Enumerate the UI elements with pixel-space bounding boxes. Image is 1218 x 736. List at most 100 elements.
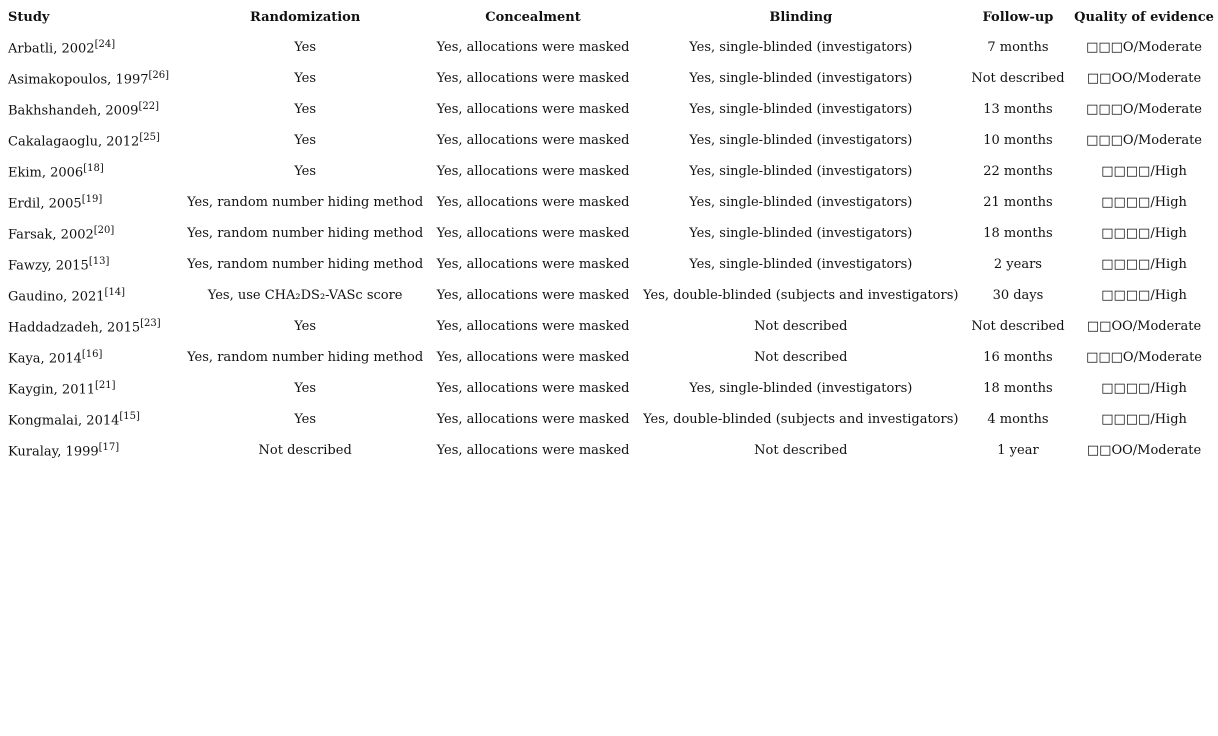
cell-quality: □□□□/High <box>1101 257 1187 272</box>
cell-blinding: Not described <box>754 443 848 458</box>
cell-study: Kaya, 2014[16] <box>0 342 180 373</box>
cell-quality: □□□O/Moderate <box>1086 40 1202 55</box>
header-quality: Quality of evidence <box>1074 9 1214 25</box>
table-row: Kaygin, 2011[21] Yes Yes, allocations were… <box>0 373 1218 404</box>
cell-concealment: Yes, allocations were masked <box>436 412 630 427</box>
cell-study: Bakhshandeh, 2009[22] <box>0 94 180 125</box>
cell-follow-up: 13 months <box>983 102 1053 117</box>
cell-randomization: Yes, use CHA₂DS₂-VASc score <box>207 288 403 303</box>
study-name: Kaya, 2014 <box>8 351 82 367</box>
study-name: Kongmalai, 2014 <box>8 413 120 429</box>
reference-link[interactable]: [26] <box>148 69 170 81</box>
cell-randomization: Yes <box>294 40 317 55</box>
cell-blinding: Yes, single-blinded (investigators) <box>689 257 913 272</box>
cell-quality: □□□O/Moderate <box>1086 350 1202 365</box>
header-concealment: Concealment <box>485 9 581 25</box>
cell-randomization: Yes, random number hiding method <box>187 257 424 272</box>
header-study: Study <box>8 9 50 25</box>
cell-randomization: Yes <box>294 381 317 396</box>
cell-quality: □□□O/Moderate <box>1086 102 1202 117</box>
cell-follow-up: 30 days <box>992 288 1044 303</box>
cell-study: Haddadzadeh, 2015[23] <box>0 311 180 342</box>
table-row: Kaya, 2014[16] Yes, random number hiding … <box>0 342 1218 373</box>
cell-blinding: Yes, single-blinded (investigators) <box>689 164 913 179</box>
cell-quality: □□□O/Moderate <box>1086 133 1202 148</box>
study-name: Gaudino, 2021 <box>8 289 105 305</box>
cell-study: Erdil, 2005[19] <box>0 187 180 218</box>
cell-blinding: Yes, double-blinded (subjects and invest… <box>643 288 959 303</box>
reference-link[interactable]: [16] <box>81 348 103 360</box>
reference-link[interactable]: [17] <box>98 441 120 453</box>
cell-follow-up: 21 months <box>983 195 1053 210</box>
cell-study: Kuralay, 1999[17] <box>0 435 180 466</box>
cell-randomization: Not described <box>258 443 352 458</box>
cell-quality: □□OO/Moderate <box>1086 319 1202 334</box>
cell-follow-up: 10 months <box>983 133 1053 148</box>
study-name: Asimakopoulos, 1997 <box>8 72 149 88</box>
reference-link[interactable]: [25] <box>139 131 160 143</box>
reference-link[interactable]: [20] <box>93 224 115 236</box>
cell-concealment: Yes, allocations were masked <box>436 443 630 458</box>
cell-study: Kaygin, 2011[21] <box>0 373 180 404</box>
reference-link[interactable]: [19] <box>81 193 103 205</box>
cell-quality: □□OO/Moderate <box>1086 443 1202 458</box>
study-name: Kuralay, 1999 <box>8 444 99 460</box>
cell-concealment: Yes, allocations were masked <box>436 40 630 55</box>
reference-link[interactable]: [18] <box>83 162 104 174</box>
cell-study: Fawzy, 2015[13] <box>0 249 180 280</box>
cell-concealment: Yes, allocations were masked <box>436 195 630 210</box>
cell-quality: □□□□/High <box>1101 226 1187 241</box>
reference-link[interactable]: [24] <box>94 38 116 50</box>
cell-blinding: Yes, single-blinded (investigators) <box>689 381 913 396</box>
cell-concealment: Yes, allocations were masked <box>436 164 630 179</box>
cell-study: Cakalagaoglu, 2012[25] <box>0 125 180 156</box>
cell-blinding: Yes, single-blinded (investigators) <box>689 102 913 117</box>
table-row: Ekim, 2006[18] Yes Yes, allocations were m… <box>0 156 1218 187</box>
cell-concealment: Yes, allocations were masked <box>436 381 630 396</box>
cell-study: Kongmalai, 2014[15] <box>0 404 180 435</box>
cell-concealment: Yes, allocations were masked <box>436 288 630 303</box>
reference-link[interactable]: [13] <box>88 255 110 267</box>
cell-quality: □□□□/High <box>1101 288 1187 303</box>
reference-link[interactable]: [22] <box>138 100 159 112</box>
cell-follow-up: 22 months <box>983 164 1053 179</box>
table-row: Kongmalai, 2014[15] Yes Yes, allocations w… <box>0 404 1218 435</box>
table-row: Kuralay, 1999[17] Not described Yes, alloc… <box>0 435 1218 466</box>
study-name: Fawzy, 2015 <box>8 258 89 274</box>
table-row: Farsak, 2002[20] Yes, random number hidin… <box>0 218 1218 249</box>
cell-randomization: Yes <box>294 319 317 334</box>
cell-concealment: Yes, allocations were masked <box>436 71 630 86</box>
study-quality-table: Study Randomization Concealment Blinding… <box>0 2 1218 466</box>
table-row: Erdil, 2005[19] Yes, random number hiding… <box>0 187 1218 218</box>
reference-link[interactable]: [21] <box>95 379 116 391</box>
cell-concealment: Yes, allocations were masked <box>436 319 630 334</box>
table-row: Bakhshandeh, 2009[22] Yes Yes, allocations… <box>0 94 1218 125</box>
cell-follow-up: 7 months <box>987 40 1049 55</box>
cell-randomization: Yes <box>294 164 317 179</box>
header-follow-up: Follow-up <box>982 9 1054 25</box>
reference-link[interactable]: [15] <box>119 410 140 422</box>
cell-study: Gaudino, 2021[14] <box>0 280 180 311</box>
cell-randomization: Yes, random number hiding method <box>187 226 424 241</box>
table-row: Fawzy, 2015[13] Yes, random number hiding… <box>0 249 1218 280</box>
cell-quality: □□□□/High <box>1101 195 1187 210</box>
table-row: Cakalagaoglu, 2012[25] Yes Yes, allocation… <box>0 125 1218 156</box>
cell-quality: □□□□/High <box>1101 164 1187 179</box>
study-name: Farsak, 2002 <box>8 227 94 243</box>
cell-follow-up: 2 years <box>993 257 1042 272</box>
reference-link[interactable]: [23] <box>140 317 161 329</box>
cell-follow-up: 16 months <box>983 350 1053 365</box>
cell-blinding: Yes, single-blinded (investigators) <box>689 226 913 241</box>
cell-study: Arbatli, 2002[24] <box>0 32 180 63</box>
cell-randomization: Yes <box>294 102 317 117</box>
cell-blinding: Not described <box>754 350 848 365</box>
cell-follow-up: 1 year <box>997 443 1039 458</box>
study-name: Kaygin, 2011 <box>8 382 96 398</box>
study-name: Erdil, 2005 <box>8 196 82 212</box>
cell-follow-up: 18 months <box>983 226 1053 241</box>
cell-concealment: Yes, allocations were masked <box>436 133 630 148</box>
header-blinding: Blinding <box>769 9 833 25</box>
reference-link[interactable]: [14] <box>104 286 126 298</box>
cell-blinding: Yes, single-blinded (investigators) <box>689 71 913 86</box>
study-name: Bakhshandeh, 2009 <box>8 103 139 119</box>
